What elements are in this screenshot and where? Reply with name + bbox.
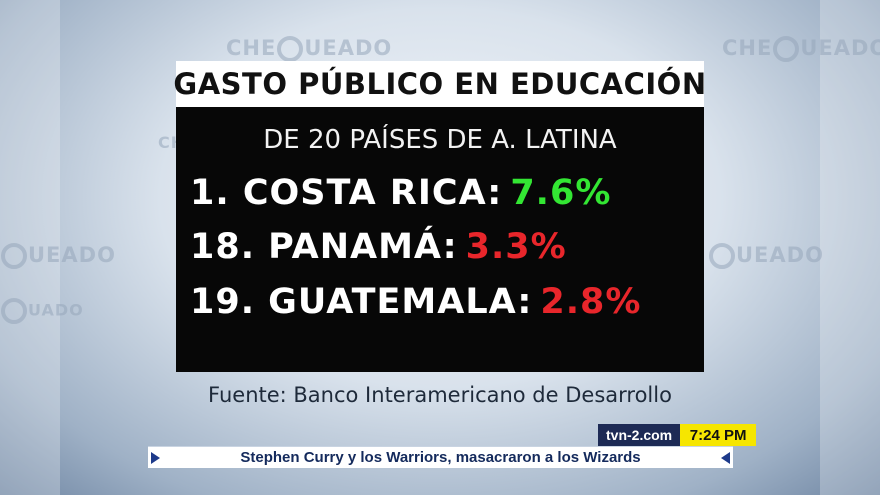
ranking-value: 2.8% xyxy=(540,282,642,322)
ranking-row-guatemala: 19. GUATEMALA: 2.8% xyxy=(190,282,641,322)
background-watermark-logo: UEADO xyxy=(708,243,824,269)
news-ticker: Stephen Curry y los Warriors, masacraron… xyxy=(148,446,733,468)
graphic-subtitle: DE 20 PAÍSES DE A. LATINA xyxy=(263,125,617,155)
graphic-title: GASTO PÚBLICO EN EDUCACIÓN xyxy=(173,67,707,101)
clock-time: 7:24 PM xyxy=(680,424,757,446)
background-watermark-logo: UEADO xyxy=(0,243,116,269)
ticker-right-arrow-icon xyxy=(721,452,730,464)
ranking-panel: DE 20 PAÍSES DE A. LATINA 1. COSTA RICA:… xyxy=(176,107,704,372)
ranking-label: 19. GUATEMALA: xyxy=(190,282,533,322)
background-watermark-logo: CHE UEADO xyxy=(722,36,880,62)
background-stripe xyxy=(820,0,880,495)
ticker-left-arrow-icon xyxy=(151,452,160,464)
ranking-value: 3.3% xyxy=(465,227,567,267)
ticker-headline: Stephen Curry y los Warriors, masacraron… xyxy=(240,449,641,466)
ranking-value: 7.6% xyxy=(510,173,612,213)
ranking-row-panama: 18. PANAMÁ: 3.3% xyxy=(190,227,567,267)
channel-label: tvn-2.com xyxy=(598,424,681,446)
background-watermark-logo: CHE UEADO xyxy=(226,36,393,62)
lower-third-info: tvn-2.com 7:24 PM xyxy=(598,424,757,446)
ranking-label: 18. PANAMÁ: xyxy=(190,227,458,267)
title-banner: GASTO PÚBLICO EN EDUCACIÓN xyxy=(173,61,707,107)
ranking-label: 1. COSTA RICA: xyxy=(190,173,503,213)
ranking-row-costa-rica: 1. COSTA RICA: 7.6% xyxy=(190,173,611,213)
background-watermark-logo: UADO xyxy=(0,298,84,324)
source-caption: Fuente: Banco Interamericano de Desarrol… xyxy=(208,383,672,407)
